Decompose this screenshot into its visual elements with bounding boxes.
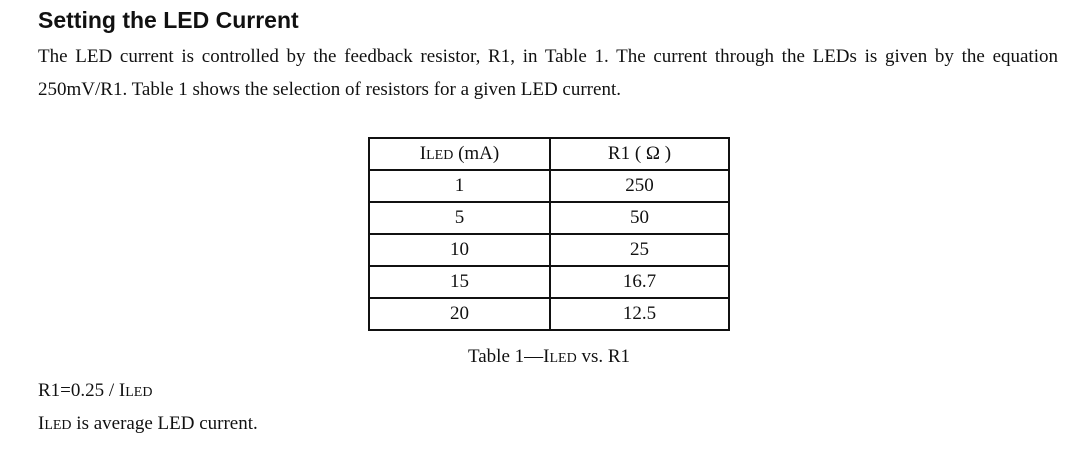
table-row: 1 250 [368, 169, 730, 203]
table-row: 20 12.5 [368, 297, 730, 331]
header-iled: ILED (mA) [368, 137, 551, 171]
iled-cell: 20 [368, 297, 551, 331]
note-subscript: LED [44, 418, 72, 433]
header-symbol: I [419, 143, 427, 164]
r1-cell: 25 [549, 233, 730, 267]
iled-cell: 5 [368, 201, 551, 235]
header-unit: (mA) [453, 143, 500, 164]
caption-subscript: LED [549, 351, 577, 366]
section-heading: Setting the LED Current [38, 7, 299, 33]
table-row: 10 25 [368, 233, 730, 267]
table-row: 15 16.7 [368, 265, 730, 299]
table-header-row: ILED (mA) R1 ( Ω ) [368, 137, 730, 171]
formula-subscript: LED [125, 385, 153, 400]
body-paragraph: The LED current is controlled by the fee… [38, 46, 1058, 100]
led-current-table: ILED (mA) R1 ( Ω ) 1 250 5 50 10 25 15 16.7 20 12… [368, 137, 730, 331]
table-row: 5 50 [368, 201, 730, 235]
note-line: ILED is average LED current. [38, 413, 258, 435]
formula-text: R1=0.25 / I [38, 380, 126, 401]
header-subscript: LED [426, 148, 454, 163]
r1-cell: 250 [549, 169, 730, 203]
note-text: is average LED current. [71, 413, 258, 434]
caption-pre: Table 1—I [467, 346, 550, 367]
header-r1: R1 ( Ω ) [549, 137, 730, 171]
r1-cell: 16.7 [549, 265, 730, 299]
iled-cell: 10 [368, 233, 551, 267]
note-symbol: I [38, 413, 45, 434]
formula-line: R1=0.25 / ILED [38, 380, 152, 402]
iled-cell: 1 [368, 169, 551, 203]
r1-cell: 50 [549, 201, 730, 235]
table-caption: Table 1—ILED vs. R1 [368, 346, 730, 368]
caption-post: vs. R1 [576, 346, 631, 367]
r1-cell: 12.5 [549, 297, 730, 331]
iled-cell: 15 [368, 265, 551, 299]
